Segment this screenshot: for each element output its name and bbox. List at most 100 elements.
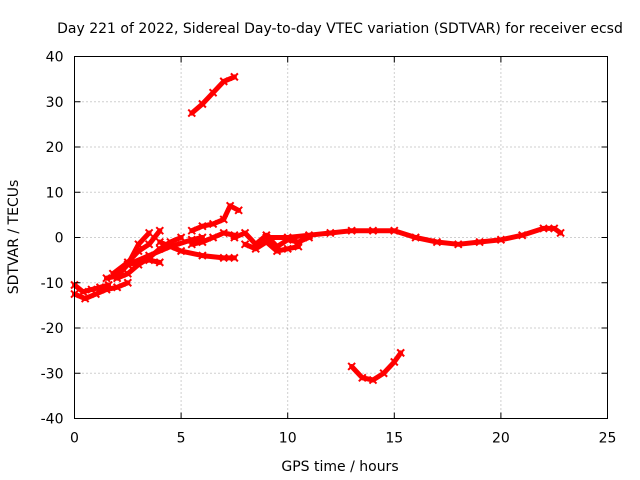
data-series-arc-14 xyxy=(262,224,565,249)
x-tick-label: 0 xyxy=(70,431,79,447)
data-point xyxy=(123,260,133,269)
data-point xyxy=(80,294,90,303)
data-point xyxy=(283,244,292,254)
y-tick-label: 40 xyxy=(46,50,64,66)
data-point xyxy=(208,88,218,97)
data-series-group xyxy=(70,72,565,385)
data-point xyxy=(230,253,239,263)
y-tick-label: -10 xyxy=(41,276,64,292)
data-point xyxy=(144,228,154,238)
y-axis-label: SDTVAR / TECUs xyxy=(6,180,22,295)
data-point xyxy=(144,255,154,265)
y-tick-label: -20 xyxy=(41,321,64,337)
data-series-arc-8 xyxy=(155,237,239,263)
data-point xyxy=(240,228,250,238)
data-point xyxy=(496,235,506,244)
data-point xyxy=(112,283,122,292)
data-point xyxy=(134,240,143,249)
data-point xyxy=(379,369,388,378)
x-tick-label: 15 xyxy=(385,431,403,447)
data-series-arc-11 xyxy=(187,72,239,118)
x-tick-label: 5 xyxy=(177,431,186,447)
data-point xyxy=(208,219,218,229)
data-point xyxy=(432,237,442,247)
data-point xyxy=(155,237,164,247)
x-tick-label: 25 xyxy=(599,431,617,447)
data-point xyxy=(225,201,235,211)
x-tick-label: 20 xyxy=(492,431,510,447)
data-series-trace xyxy=(263,225,564,247)
data-point xyxy=(198,99,207,109)
data-point xyxy=(144,240,154,249)
data-point xyxy=(187,108,196,118)
data-point xyxy=(294,242,303,251)
data-point xyxy=(454,240,463,249)
data-point xyxy=(304,231,314,240)
data-point xyxy=(187,240,196,249)
data-point xyxy=(549,224,559,233)
data-point xyxy=(475,237,484,247)
chart-title: Day 221 of 2022, Sidereal Day-to-day VTE… xyxy=(57,21,623,37)
data-point xyxy=(176,233,186,242)
data-point xyxy=(396,348,405,358)
data-series-arc-7 xyxy=(123,255,164,269)
data-point xyxy=(262,233,271,242)
data-series-arc-9 xyxy=(187,228,239,249)
data-point xyxy=(208,233,218,242)
data-point xyxy=(539,224,548,233)
data-point xyxy=(368,226,378,235)
data-point xyxy=(78,287,88,297)
data-point xyxy=(134,246,143,256)
data-point xyxy=(219,253,228,263)
data-point xyxy=(198,221,207,231)
data-point xyxy=(123,278,133,287)
data-point xyxy=(518,231,527,240)
data-point xyxy=(219,215,228,224)
data-point xyxy=(123,269,133,278)
data-point xyxy=(326,228,335,238)
data-series-trace xyxy=(189,74,237,116)
data-point xyxy=(283,233,292,242)
y-tick-label: 20 xyxy=(46,140,64,156)
data-point xyxy=(272,246,282,256)
data-point xyxy=(176,246,186,256)
data-point xyxy=(112,274,122,283)
data-point xyxy=(390,357,399,367)
data-point xyxy=(155,258,164,267)
data-point xyxy=(556,228,565,238)
data-point xyxy=(198,251,207,260)
data-point xyxy=(155,226,164,235)
data-series-trace xyxy=(349,350,404,383)
data-point xyxy=(240,240,250,249)
x-axis-label: GPS time / hours xyxy=(281,459,398,475)
data-point xyxy=(95,283,105,292)
data-point xyxy=(368,375,378,385)
data-point xyxy=(234,206,243,215)
data-point xyxy=(87,285,96,294)
data-point xyxy=(358,373,367,382)
y-tick-label: -40 xyxy=(41,412,64,428)
data-point xyxy=(230,233,239,242)
data-series-arc-15 xyxy=(347,348,405,385)
data-point xyxy=(198,237,207,247)
y-tick-label: 10 xyxy=(46,185,64,201)
data-point xyxy=(347,362,356,371)
data-series-arc-13 xyxy=(240,237,303,256)
data-point xyxy=(411,233,420,242)
data-series-arc-10 xyxy=(187,201,243,235)
axis-ticks: 0 5 10 15 20 25 -40 -30 -20 -10 0 10 20 30 40 xyxy=(41,50,617,447)
data-point xyxy=(230,72,239,82)
data-point xyxy=(251,244,260,254)
data-point xyxy=(187,226,196,235)
data-point xyxy=(390,226,399,235)
data-point xyxy=(102,274,111,283)
y-tick-label: -30 xyxy=(41,366,64,382)
data-point xyxy=(347,226,356,235)
y-tick-label: 0 xyxy=(55,231,64,247)
data-point xyxy=(219,77,228,86)
y-tick-label: 30 xyxy=(46,95,64,111)
data-point xyxy=(219,228,228,238)
data-point xyxy=(104,280,113,290)
x-tick-label: 10 xyxy=(279,431,297,447)
